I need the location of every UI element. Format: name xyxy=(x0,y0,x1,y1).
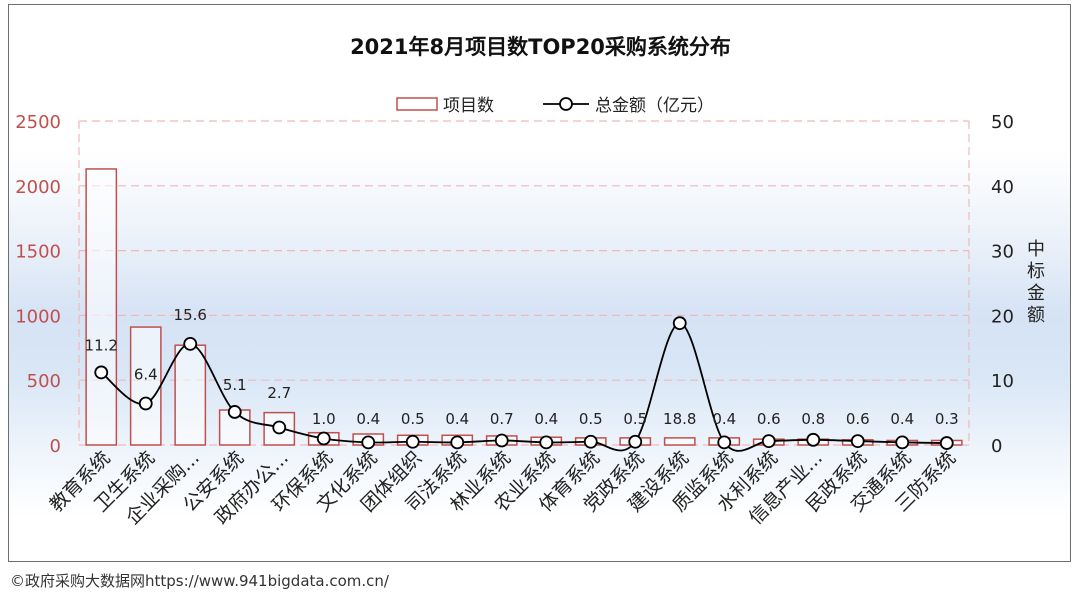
amount-marker xyxy=(628,434,643,449)
amount-data-label: 0.5 xyxy=(623,410,647,428)
bar xyxy=(85,168,118,446)
left-tick-label: 2500 xyxy=(15,112,61,133)
amount-data-label: 5.1 xyxy=(223,376,247,394)
right-tick-label: 0 xyxy=(991,436,1002,457)
left-tick-label: 1500 xyxy=(15,242,61,263)
amount-marker xyxy=(583,434,598,449)
amount-marker xyxy=(539,435,554,450)
amount-data-label: 6.4 xyxy=(134,366,158,384)
right-tick-label: 40 xyxy=(991,177,1014,198)
source-footer: ©政府采购大数据网https://www.941bigdata.com.cn/ xyxy=(10,572,389,590)
amount-marker xyxy=(494,433,509,448)
right-tick-label: 10 xyxy=(991,371,1014,392)
right-axis-title-char: 标 xyxy=(1027,261,1045,282)
amount-marker xyxy=(717,435,732,450)
amount-data-label: 0.6 xyxy=(846,410,870,428)
right-axis-title-char: 中 xyxy=(1027,239,1045,260)
amount-data-label: 0.6 xyxy=(757,410,781,428)
amount-data-label: 0.4 xyxy=(534,410,558,428)
legend-bar-label: 项目数 xyxy=(443,96,494,116)
chart-title: 2021年8月项目数TOP20采购系统分布 xyxy=(350,35,731,59)
chart-frame: 2021年8月项目数TOP20采购系统分布 0 500 1000 1500 2000 25… xyxy=(8,4,1071,562)
amount-marker xyxy=(272,420,287,435)
bar xyxy=(174,344,207,446)
amount-data-label: 0.4 xyxy=(890,410,914,428)
left-tick-label: 1000 xyxy=(15,306,61,327)
amount-data-label: 0.5 xyxy=(579,410,603,428)
amount-marker xyxy=(227,405,242,419)
amount-data-label: 0.7 xyxy=(490,410,514,428)
amount-marker xyxy=(895,435,910,450)
amount-data-label: 0.4 xyxy=(712,410,736,428)
legend-line-label: 总金额（亿元） xyxy=(595,96,714,116)
amount-marker xyxy=(405,434,420,449)
amount-marker xyxy=(806,432,821,447)
amount-data-label: 0.3 xyxy=(935,410,959,428)
amount-data-label: 2.7 xyxy=(267,384,291,402)
amount-marker xyxy=(183,337,198,351)
amount-data-label: 0.4 xyxy=(356,410,380,428)
left-tick-label: 2000 xyxy=(15,177,61,198)
amount-marker xyxy=(939,436,954,450)
amount-marker xyxy=(361,435,376,450)
amount-data-label: 18.8 xyxy=(663,410,696,428)
bar xyxy=(663,437,696,446)
left-tick-label: 500 xyxy=(27,371,61,392)
amount-marker xyxy=(672,316,687,331)
bar xyxy=(129,326,162,446)
amount-data-label: 15.6 xyxy=(174,306,207,324)
amount-marker xyxy=(94,365,109,380)
amount-data-label: 0.8 xyxy=(801,410,825,428)
amount-marker xyxy=(316,431,331,446)
legend-bar-swatch xyxy=(396,97,438,111)
right-axis-title-char: 额 xyxy=(1027,305,1045,326)
left-tick-label: 0 xyxy=(50,436,61,457)
right-axis-title-char: 金 xyxy=(1027,283,1045,304)
amount-data-label: 0.5 xyxy=(401,410,425,428)
amount-marker xyxy=(450,435,465,450)
amount-data-label: 11.2 xyxy=(85,336,118,354)
right-tick-label: 20 xyxy=(991,306,1014,327)
legend-line-marker xyxy=(559,97,573,111)
amount-data-label: 0.4 xyxy=(445,410,469,428)
amount-data-label: 1.0 xyxy=(312,410,336,428)
amount-marker xyxy=(761,434,776,449)
right-tick-label: 30 xyxy=(991,242,1014,263)
right-tick-label: 50 xyxy=(991,112,1014,133)
amount-marker xyxy=(850,434,865,449)
amount-marker xyxy=(138,396,153,411)
